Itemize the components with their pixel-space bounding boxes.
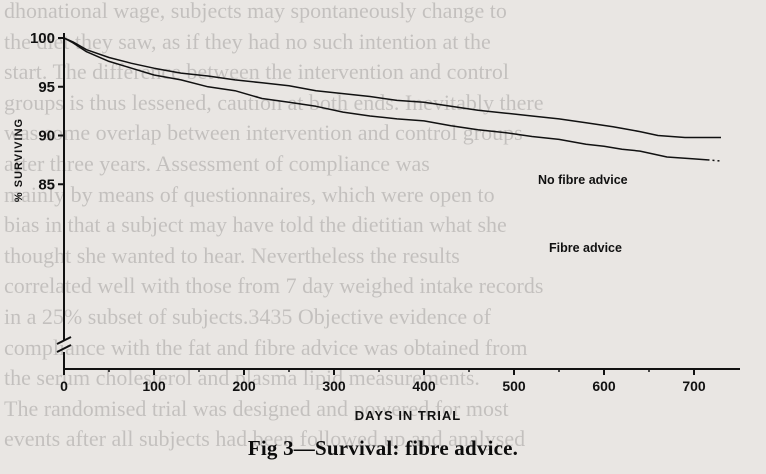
x-tick-label: 700: [682, 378, 706, 394]
series-tail-fibre-advice: [707, 159, 720, 162]
chart-labels: DAYS IN TRIAL % SURVIVING No fibre advice F…: [13, 118, 628, 423]
series-line-no-fibre-advice: [63, 37, 721, 139]
x-tick-label: 200: [232, 378, 256, 394]
y-tick-label: 85: [38, 176, 55, 193]
figure-caption: Fig 3—Survival: fibre advice.: [247, 436, 519, 460]
y-tick-label: 95: [38, 79, 55, 96]
axis-break-mark: [56, 344, 72, 353]
x-tick-label: 600: [592, 378, 616, 394]
series-label-fibre-advice: Fibre advice: [549, 241, 622, 255]
y-tick-label: 100: [30, 30, 55, 47]
series-line-fibre-advice: [63, 37, 708, 161]
x-tick-label: 500: [502, 378, 526, 394]
x-tick-label: 0: [60, 378, 68, 394]
x-tick-label: 400: [412, 378, 436, 394]
series-label-no-fibre-advice: No fibre advice: [538, 173, 628, 187]
chart-axes: 0 100 200 300 400 500 600 700 85 90 95 100: [30, 30, 740, 394]
x-tick-label: 300: [322, 378, 346, 394]
x-axis-title: DAYS IN TRIAL: [355, 408, 461, 423]
axis-break-mark: [56, 336, 72, 345]
y-axis-title: % SURVIVING: [13, 118, 25, 202]
x-tick-label: 100: [142, 378, 166, 394]
y-tick-label: 90: [38, 128, 55, 145]
chart-series: [63, 37, 721, 162]
